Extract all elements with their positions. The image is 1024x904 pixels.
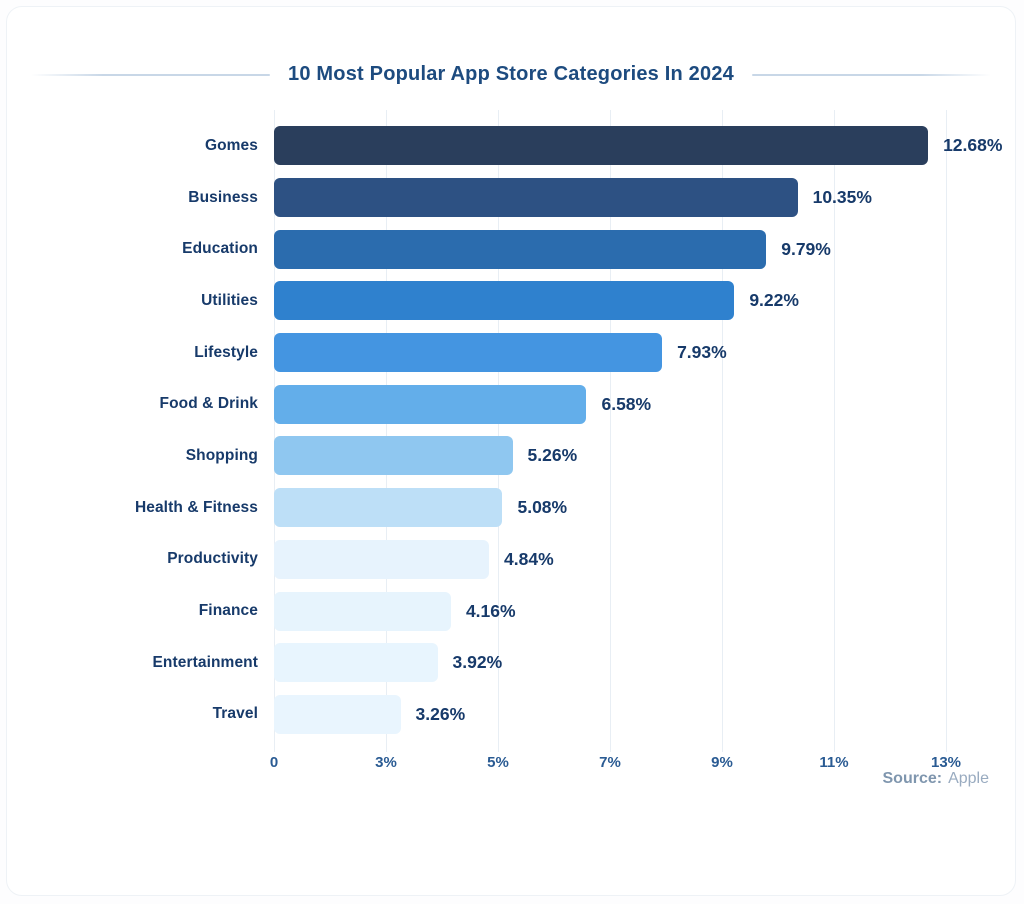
source-note: Source: Apple <box>7 770 1015 788</box>
bar <box>274 384 587 424</box>
bar-track: 5.08% <box>274 488 946 528</box>
bar-track: 7.93% <box>274 333 946 373</box>
value-label: 3.26% <box>415 703 466 724</box>
value-label: 12.68% <box>943 135 1003 156</box>
bar <box>274 591 451 631</box>
gridline <box>722 110 723 752</box>
title-row: 10 Most Popular App Store Categories In … <box>31 63 992 86</box>
value-label: 4.16% <box>465 600 516 621</box>
bar-track: 12.68% <box>274 126 1002 166</box>
category-label: Utilities <box>201 291 258 309</box>
bar-track: 3.92% <box>274 643 946 683</box>
bar <box>274 488 503 528</box>
title-divider-right <box>751 73 992 76</box>
value-label: 3.92% <box>452 652 503 673</box>
chart-row: Finance 4.16% <box>7 585 1015 637</box>
chart-title: 10 Most Popular App Store Categories In … <box>288 63 734 85</box>
chart-row: Health & Fitness 5.08% <box>7 482 1015 534</box>
value-label: 9.79% <box>781 238 831 259</box>
x-tick-label: 9% <box>711 754 733 772</box>
gridline <box>610 110 611 752</box>
bar-track: 9.22% <box>274 281 946 321</box>
bar <box>274 539 490 579</box>
value-label: 10.35% <box>812 187 872 208</box>
category-label: Travel <box>212 705 258 723</box>
bar-track: 3.26% <box>274 694 946 734</box>
source-label: Source: <box>882 770 943 787</box>
chart-row: Utilities 9.22% <box>7 275 1015 327</box>
bar-track: 5.26% <box>274 436 946 476</box>
bar <box>274 333 663 373</box>
value-label: 4.84% <box>504 548 554 569</box>
chart-row: Gomes 12.68% <box>7 120 1015 172</box>
x-tick-label: 13% <box>930 754 962 772</box>
bar <box>274 436 513 476</box>
x-tick-label: 3% <box>375 754 397 772</box>
bar <box>274 178 798 218</box>
bar <box>274 694 401 734</box>
category-label: Finance <box>198 602 258 620</box>
bar-track: 9.79% <box>274 229 946 269</box>
bar <box>274 126 929 166</box>
chart-row: Productivity 4.84% <box>7 534 1015 586</box>
bar-track: 6.58% <box>274 384 946 424</box>
x-tick-label: 11% <box>819 754 849 772</box>
category-label: Health & Fitness <box>134 498 258 516</box>
title-divider-left <box>31 73 271 76</box>
bar-track: 4.84% <box>274 539 946 579</box>
chart-card: 10 Most Popular App Store Categories In … <box>6 6 1016 896</box>
x-tick-label: 5% <box>487 754 509 772</box>
chart-row: Travel 3.26% <box>7 689 1015 741</box>
category-label: Entertainment <box>152 653 258 671</box>
bar-chart: Gomes 12.68% Business 10.35% Education 9.79% U… <box>7 110 1015 771</box>
gridline <box>834 110 835 752</box>
category-label: Gomes <box>204 136 258 154</box>
bar <box>274 229 767 269</box>
x-tick-label: 0 <box>269 754 279 772</box>
chart-row: Shopping 5.26% <box>7 430 1015 482</box>
category-label: Lifestyle <box>194 343 258 361</box>
value-label: 6.58% <box>601 393 652 414</box>
chart-row: Lifestyle 7.93% <box>7 327 1015 379</box>
category-label: Shopping <box>185 446 258 464</box>
source-value: Apple <box>948 770 989 787</box>
chart-row: Entertainment 3.92% <box>7 637 1015 689</box>
category-label: Business <box>188 188 258 206</box>
chart-row: Food & Drink 6.58% <box>7 378 1015 430</box>
category-label: Food & Drink <box>159 395 258 413</box>
x-axis: 0 3% 5% 7% 9% 11% 13% <box>270 754 961 778</box>
value-label: 9.22% <box>749 290 799 311</box>
value-label: 5.26% <box>527 445 578 466</box>
chart-row: Education 9.79% <box>7 223 1015 275</box>
bar <box>274 643 438 683</box>
bar-track: 4.16% <box>274 591 946 631</box>
gridline <box>386 110 387 752</box>
chart-rows: Gomes 12.68% Business 10.35% Education 9.79% U… <box>7 120 1015 740</box>
value-label: 5.08% <box>517 497 568 518</box>
gridline <box>498 110 499 752</box>
chart-row: Business 10.35% <box>7 172 1015 224</box>
gridlines <box>274 110 947 752</box>
value-label: 7.93% <box>677 342 727 363</box>
gridline <box>946 110 947 752</box>
category-label: Education <box>182 240 258 258</box>
gridline <box>274 110 275 752</box>
bar-track: 10.35% <box>274 178 946 218</box>
bar <box>274 281 735 321</box>
x-tick-label: 7% <box>599 754 621 772</box>
category-label: Productivity <box>167 550 258 568</box>
